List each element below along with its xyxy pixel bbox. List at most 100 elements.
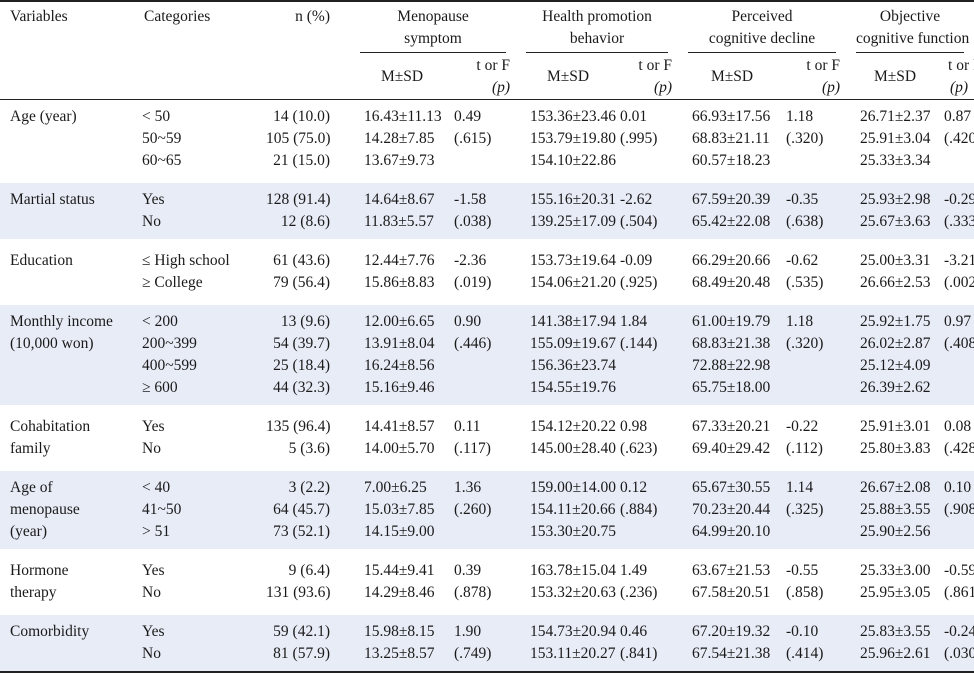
header-group-health: Health promotion behavior xyxy=(516,1,678,53)
menopause-stat-cell: 1.36 (.260) xyxy=(454,479,492,518)
objective-msd-cell: 26.67±2.08 25.88±3.55 25.90±2.56 xyxy=(860,479,931,540)
objective-stat-cell: 0.87(.420) xyxy=(944,108,974,147)
menopause-stat-cell: 1.90 (.749) xyxy=(454,623,492,662)
subheader-msd: M±SD xyxy=(710,68,754,85)
table-row: Hormone therapy Yes No 9 (6.4) 131 (93.6) 15.4… xyxy=(0,551,974,613)
perceived-msd-cell: 67.20±19.32 67.54±21.38 xyxy=(692,623,771,662)
category-cell: Yes No xyxy=(142,191,165,230)
header-n: n (%) xyxy=(295,8,330,25)
menopause-msd-cell: 12.00±6.65 13.91±8.04 16.24±8.56 15.16±9.46 xyxy=(364,313,435,396)
header-group-menopause: Menopause symptom xyxy=(350,1,516,53)
health-stat-cell: -0.09 (.925) xyxy=(620,252,658,291)
perceived-stat-cell: -0.62 (.535) xyxy=(786,252,824,291)
variable-cell: Cohabitation family xyxy=(10,418,91,457)
category-cell: < 40 41~50 > 51 xyxy=(142,479,182,540)
objective-stat-cell: -3.21(.002) xyxy=(944,252,974,291)
menopause-stat-cell: 0.90 (.446) xyxy=(454,313,492,352)
menopause-stat-cell: -2.36 (.019) xyxy=(454,252,492,291)
objective-stat-cell: -0.24(.030) xyxy=(944,623,974,662)
health-stat-cell: 1.84 (.144) xyxy=(620,313,658,352)
table-row: Monthly income (10,000 won) < 200 200~399 40… xyxy=(0,302,974,408)
menopause-msd-cell: 14.41±8.57 14.00±5.70 xyxy=(364,418,435,457)
subheader-msd: M±SD xyxy=(546,68,590,85)
table-row: Education ≤ High school ≥ College 61 (43.6)… xyxy=(0,241,974,303)
menopause-msd-cell: 12.44±7.76 15.86±8.83 xyxy=(364,252,435,291)
objective-stat-cell: -0.29(.333) xyxy=(944,191,974,230)
header-group-perceived: Perceived cognitive decline xyxy=(678,1,846,53)
variable-cell: Martial status xyxy=(10,191,95,208)
subheader-msd: M±SD xyxy=(380,68,424,85)
perceived-stat-cell: 1.18 (.320) xyxy=(786,313,824,352)
health-msd-cell: 154.73±20.94 153.11±20.27 xyxy=(530,623,617,662)
health-msd-cell: 153.36±23.46 153.79±19.80 154.10±22.86 xyxy=(530,108,617,169)
health-msd-cell: 153.73±19.64 154.06±21.20 xyxy=(530,252,617,291)
variable-cell: Monthly income (10,000 won) xyxy=(10,313,113,352)
category-cell: < 200 200~399 400~599 ≥ 600 xyxy=(142,313,197,396)
category-cell: ≤ High school ≥ College xyxy=(142,252,230,291)
health-stat-cell: 1.49 (.236) xyxy=(620,562,658,601)
table-row: Martial status Yes No 128 (91.4) 12 (8.6) 14.… xyxy=(0,180,974,242)
table-row: Age of menopause (year) < 40 41~50 > 51 3 (2.2… xyxy=(0,468,974,552)
perceived-msd-cell: 63.67±21.53 67.58±20.51 xyxy=(692,562,771,601)
menopause-stat-cell: 0.39 (.878) xyxy=(454,562,492,601)
perceived-stat-cell: -0.22 (.112) xyxy=(786,418,823,457)
subheader-t-or-f: t or F(p) xyxy=(948,57,974,96)
menopause-msd-cell: 15.98±8.15 13.25±8.57 xyxy=(364,623,435,662)
header-variables: Variables xyxy=(10,8,68,25)
n-cell: 9 (6.4) 131 (93.6) xyxy=(266,562,331,601)
health-msd-cell: 155.16±20.31 139.25±17.09 xyxy=(530,191,617,230)
objective-msd-cell: 25.33±3.00 25.95±3.05 xyxy=(860,562,931,601)
health-msd-cell: 163.78±15.04 153.32±20.63 xyxy=(530,562,617,601)
header-group-objective: Objective cognitive function xyxy=(846,1,974,53)
objective-msd-cell: 25.93±2.98 25.67±3.63 xyxy=(860,191,931,230)
objective-msd-cell: 25.00±3.31 26.66±2.53 xyxy=(860,252,931,291)
health-msd-cell: 154.12±20.22 145.00±28.40 xyxy=(530,418,617,457)
menopause-msd-cell: 7.00±6.25 15.03±7.85 14.15±9.00 xyxy=(364,479,435,540)
health-stat-cell: 0.46 (.841) xyxy=(620,623,658,662)
subheader-t-or-f: t or F(p) xyxy=(806,57,841,96)
perceived-stat-cell: 1.18 (.320) xyxy=(786,108,824,147)
n-cell: 13 (9.6) 54 (39.7) 25 (18.4) 44 (32.3) xyxy=(273,313,330,396)
health-stat-cell: -2.62 (.504) xyxy=(620,191,658,230)
objective-msd-cell: 26.71±2.37 25.91±3.04 25.33±3.34 xyxy=(860,108,931,169)
perceived-stat-cell: -0.35 (.638) xyxy=(786,191,824,230)
health-msd-cell: 141.38±17.94 155.09±19.67 156.36±23.74 154.… xyxy=(530,313,617,396)
n-cell: 59 (42.1) 81 (57.9) xyxy=(273,623,330,662)
health-stat-cell: 0.12 (.884) xyxy=(620,479,658,518)
health-msd-cell: 159.00±14.00 154.11±20.66 153.30±20.75 xyxy=(530,479,617,540)
objective-msd-cell: 25.92±1.75 26.02±2.87 25.12±4.09 26.39±2.62 xyxy=(860,313,931,396)
table-row: Age (year) < 50 50~59 60~65 14 (10.0) 105 (75… xyxy=(0,100,974,181)
variable-cell: Comorbidity xyxy=(10,623,90,640)
perceived-msd-cell: 65.67±30.55 70.23±20.44 64.99±20.10 xyxy=(692,479,771,540)
menopause-stat-cell: 0.11 (.117) xyxy=(454,418,491,457)
objective-msd-cell: 25.91±3.01 25.80±3.83 xyxy=(860,418,931,457)
variable-cell: Age of menopause (year) xyxy=(10,479,80,540)
menopause-stat-cell: 0.49 (.615) xyxy=(454,108,492,147)
table-row: Cohabitation family Yes No 135 (96.4) 5 (3.6)… xyxy=(0,407,974,469)
menopause-msd-cell: 15.44±9.41 14.29±8.46 xyxy=(364,562,435,601)
subheader-t-or-f: t or F(p) xyxy=(638,57,673,96)
variable-cell: Hormone therapy xyxy=(10,562,69,601)
perceived-msd-cell: 66.93±17.56 68.83±21.11 60.57±18.23 xyxy=(692,108,771,169)
objective-stat-cell: -0.59(.861) xyxy=(944,562,974,601)
menopause-msd-cell: 14.64±8.67 11.83±5.57 xyxy=(364,191,435,230)
menopause-msd-cell: 16.43±11.13 14.28±7.85 13.67±9.73 xyxy=(364,108,442,169)
header-categories: Categories xyxy=(144,8,211,25)
category-cell: Yes No xyxy=(142,623,165,662)
category-cell: < 50 50~59 60~65 xyxy=(142,108,182,169)
n-cell: 135 (96.4) 5 (3.6) xyxy=(266,418,331,457)
category-cell: Yes No xyxy=(142,562,165,601)
perceived-stat-cell: 1.14 (.325) xyxy=(786,479,824,518)
objective-stat-cell: 0.97(.408) xyxy=(944,313,974,352)
n-cell: 128 (91.4) 12 (8.6) xyxy=(266,191,331,230)
objective-stat-cell: 0.10(.908) xyxy=(944,479,974,518)
objective-stat-cell: 0.08(.428) xyxy=(944,418,974,457)
subheader-row: M±SD t or F (p) M±SD t or F (p) M±SD t or F (p) M… xyxy=(0,53,974,100)
health-stat-cell: 0.98 (.623) xyxy=(620,418,658,457)
subheader-t-or-f: t or F(p) xyxy=(476,57,511,96)
variable-cell: Education xyxy=(10,252,73,269)
n-cell: 3 (2.2) 64 (45.7) 73 (52.1) xyxy=(273,479,330,540)
variable-cell: Age (year) xyxy=(10,108,77,125)
perceived-msd-cell: 61.00±19.79 68.83±21.38 72.88±22.98 65.75±1… xyxy=(692,313,771,396)
